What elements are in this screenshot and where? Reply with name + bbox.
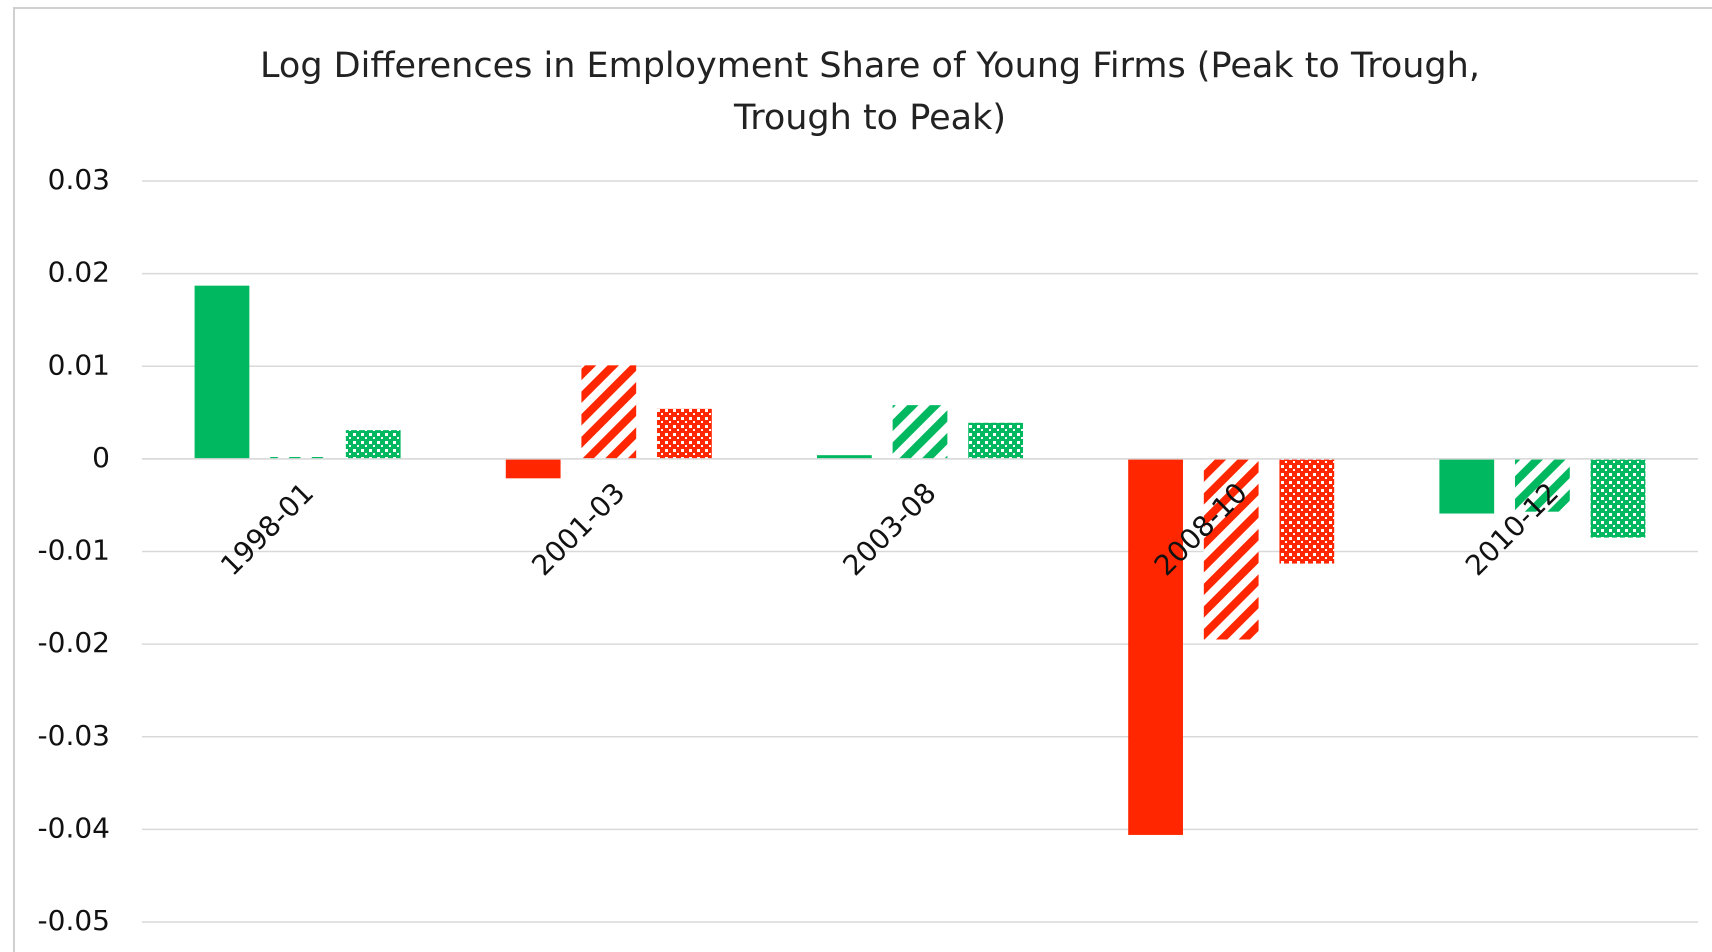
y-tick-label: 0.03 bbox=[48, 163, 110, 196]
bar bbox=[505, 458, 561, 479]
y-tick-label: -0.04 bbox=[38, 811, 110, 844]
bar bbox=[657, 408, 712, 459]
y-tick-label: 0 bbox=[92, 441, 110, 474]
bar bbox=[1203, 458, 1259, 640]
chart-border bbox=[13, 7, 1712, 952]
y-tick-label: -0.05 bbox=[38, 904, 110, 937]
bar bbox=[345, 430, 401, 459]
bar bbox=[816, 455, 872, 459]
chart-title: Log Differences in Employment Share of Y… bbox=[260, 46, 1480, 138]
x-tick-label: 2001-03 bbox=[525, 476, 631, 582]
bar bbox=[1590, 458, 1646, 538]
bar bbox=[1279, 458, 1335, 564]
bar bbox=[892, 405, 948, 459]
y-tick-label: -0.03 bbox=[38, 719, 110, 752]
bar bbox=[270, 457, 325, 459]
bar bbox=[1515, 458, 1570, 512]
x-tick-label: 2003-08 bbox=[837, 476, 943, 582]
y-tick-label: -0.02 bbox=[38, 626, 110, 659]
x-tick-label: 1998-01 bbox=[214, 476, 320, 582]
bar bbox=[581, 365, 637, 459]
y-tick-label: 0.01 bbox=[48, 348, 110, 381]
bar bbox=[194, 285, 250, 459]
bar bbox=[1128, 458, 1183, 835]
bar bbox=[1439, 458, 1495, 514]
y-tick-label: 0.02 bbox=[48, 256, 110, 289]
y-tick-label: -0.01 bbox=[38, 534, 110, 567]
bar bbox=[968, 422, 1024, 459]
